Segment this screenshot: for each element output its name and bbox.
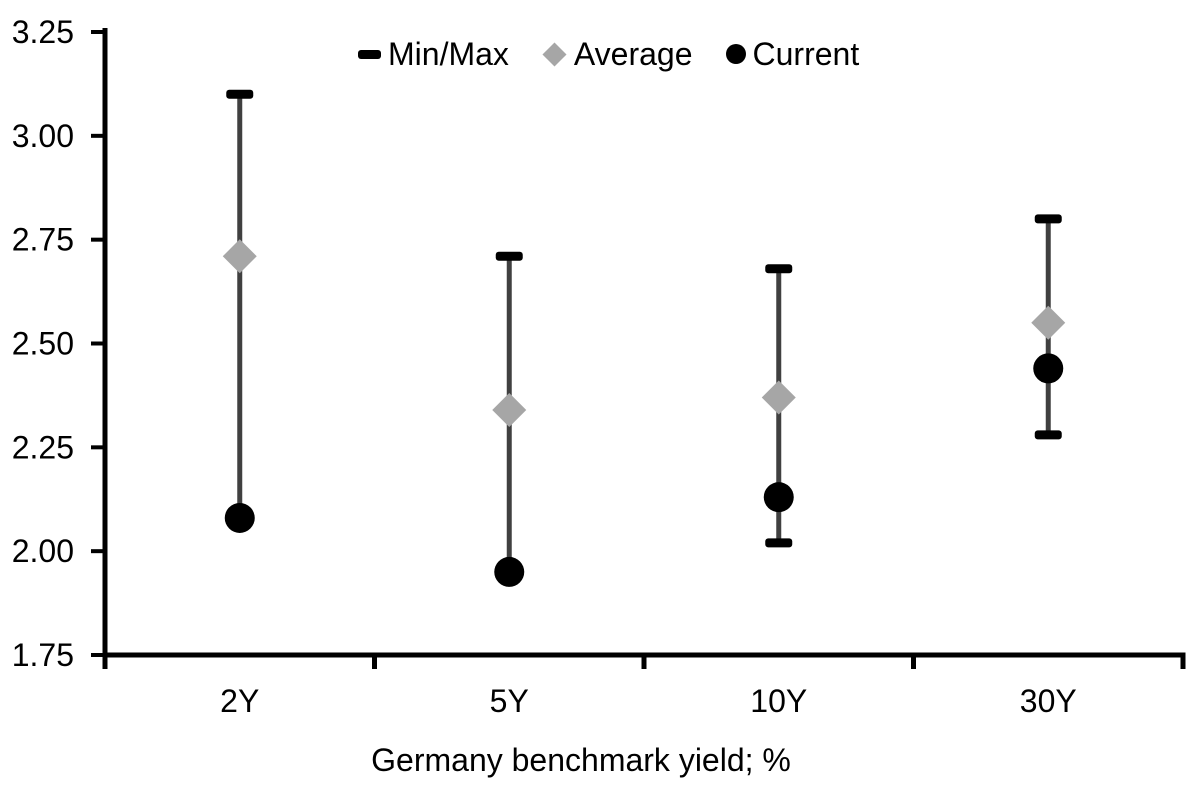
y-tick-label: 3.25 [12,14,74,50]
average-marker-2Y [222,239,257,274]
minmax-dash-icon [358,49,381,59]
x-tick-label-2Y: 2Y [220,683,259,719]
legend-item-average: Average [542,36,693,72]
y-tick-label: 2.50 [12,326,74,362]
y-tick-label: 3.00 [12,118,74,154]
min-cap-30Y [1034,430,1062,440]
max-cap-10Y [765,264,793,274]
y-tick-label: 2.00 [12,533,74,569]
y-tick-label: 2.75 [12,222,74,258]
chart-legend: Min/Max Average Current [358,36,859,72]
average-marker-10Y [761,380,796,415]
x-tick-label-30Y: 30Y [1020,683,1077,719]
current-marker-10Y [763,482,794,513]
current-marker-30Y [1033,353,1064,384]
x-axis-title: Germany benchmark yield; % [371,742,791,778]
max-cap-2Y [226,89,254,99]
legend-label-minmax: Min/Max [388,36,509,72]
max-cap-30Y [1034,214,1062,224]
max-cap-5Y [495,251,523,261]
legend-label-current: Current [752,36,860,72]
average-marker-30Y [1031,305,1066,340]
legend-item-current: Current [725,36,860,72]
y-tick-label: 2.25 [12,429,74,465]
average-marker-5Y [492,392,527,427]
y-tick-label: 1.75 [12,637,74,673]
legend-label-average: Average [573,36,693,72]
average-diamond-icon [542,41,567,67]
legend-item-minmax: Min/Max [358,36,509,72]
min-cap-10Y [765,538,793,548]
current-marker-5Y [494,556,525,587]
x-tick-label-5Y: 5Y [490,683,529,719]
current-marker-2Y [224,502,255,533]
x-tick-label-10Y: 10Y [750,683,807,719]
current-circle-icon [725,44,746,64]
